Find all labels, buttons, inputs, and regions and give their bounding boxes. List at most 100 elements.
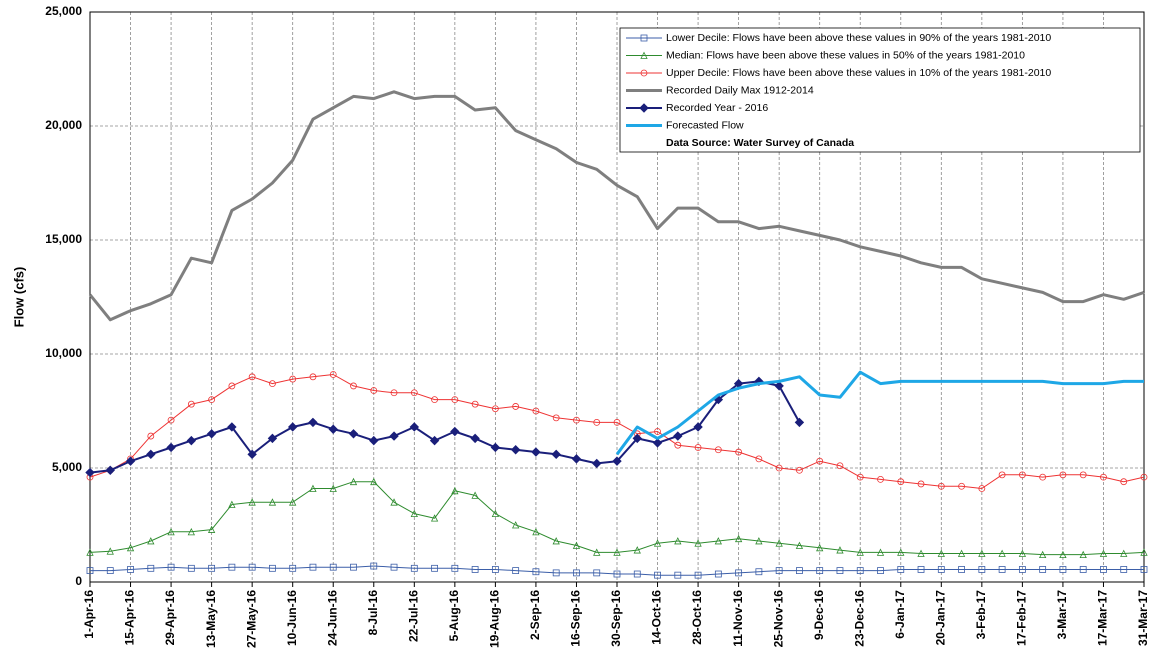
- series-line: [89, 374, 1145, 489]
- point: [917, 480, 925, 488]
- y-tick-label: 0: [75, 574, 82, 588]
- point: [693, 422, 703, 432]
- point: [593, 548, 601, 556]
- point: [613, 418, 621, 426]
- point: [552, 537, 560, 545]
- point: [126, 543, 135, 552]
- point: [451, 564, 459, 572]
- point: [512, 403, 520, 410]
- point: [937, 566, 945, 573]
- point: [309, 484, 317, 492]
- point: [552, 569, 560, 577]
- point: [937, 482, 945, 490]
- point: [654, 571, 661, 579]
- point: [431, 396, 438, 404]
- point: [613, 570, 621, 578]
- y-tick-label: 25,000: [45, 4, 82, 18]
- x-tick-label: 23-Dec-16: [852, 590, 866, 647]
- x-tick-label: 22-Jul-16: [406, 590, 420, 642]
- point: [308, 417, 318, 428]
- point: [1059, 471, 1067, 479]
- point: [917, 566, 925, 573]
- point: [512, 521, 520, 529]
- point: [653, 539, 662, 547]
- point: [593, 418, 601, 426]
- y-tick-label: 15,000: [45, 232, 82, 246]
- point: [410, 509, 418, 517]
- point: [1039, 473, 1047, 481]
- point: [755, 455, 763, 463]
- point: [208, 564, 216, 572]
- point: [350, 382, 357, 390]
- point: [105, 465, 115, 475]
- point: [85, 467, 95, 478]
- point: [329, 484, 337, 492]
- point: [957, 549, 966, 557]
- point: [774, 381, 784, 391]
- point: [227, 422, 237, 432]
- x-tick-label: 28-Oct-16: [690, 590, 704, 645]
- point: [674, 571, 682, 579]
- point: [429, 435, 440, 446]
- point: [836, 567, 844, 574]
- point: [1140, 566, 1148, 573]
- x-tick-label: 9-Dec-16: [812, 590, 826, 640]
- point: [409, 422, 420, 432]
- point: [735, 448, 743, 456]
- series: [86, 371, 1148, 492]
- point: [289, 564, 297, 572]
- point: [410, 564, 418, 572]
- x-tick-label: 25-Nov-16: [771, 590, 785, 648]
- series: [85, 376, 805, 478]
- point: [187, 400, 195, 408]
- series: [615, 370, 1144, 456]
- point: [328, 424, 338, 434]
- point: [349, 477, 358, 486]
- point: [167, 416, 175, 424]
- point: [714, 446, 722, 454]
- point: [309, 563, 317, 571]
- legend-label: Recorded Daily Max 1912-2014: [666, 84, 814, 96]
- point: [471, 400, 479, 408]
- point: [329, 371, 337, 378]
- x-tick-label: 30-Sep-16: [609, 590, 623, 647]
- point: [329, 563, 337, 571]
- point: [640, 51, 648, 59]
- point: [1120, 478, 1128, 486]
- point: [1079, 471, 1087, 479]
- x-tick-label: 19-Aug-16: [488, 590, 502, 648]
- point: [998, 549, 1006, 557]
- point: [794, 417, 805, 428]
- point: [370, 477, 378, 486]
- point: [248, 563, 256, 571]
- point: [694, 571, 702, 579]
- point: [1140, 548, 1148, 556]
- point: [167, 527, 175, 536]
- point: [510, 445, 521, 455]
- point: [370, 562, 378, 570]
- point: [1018, 566, 1026, 573]
- point: [876, 548, 885, 556]
- legend-label: Median: Flows have been above these valu…: [666, 49, 1025, 61]
- point: [471, 566, 479, 573]
- y-axis-label: Flow (cfs): [11, 267, 26, 328]
- x-tick-label: 13-May-16: [204, 590, 218, 648]
- point: [796, 466, 803, 474]
- x-tick-label: 3-Mar-17: [1055, 590, 1069, 640]
- x-tick-label: 16-Sep-16: [569, 590, 583, 647]
- point: [836, 462, 844, 470]
- y-tick-label: 20,000: [45, 118, 82, 132]
- x-tick-label: 17-Mar-17: [1096, 590, 1110, 646]
- point: [1059, 550, 1067, 559]
- point: [796, 567, 803, 574]
- point: [613, 548, 621, 556]
- point: [775, 539, 783, 547]
- point: [410, 389, 418, 397]
- point: [856, 548, 864, 556]
- point: [937, 549, 945, 557]
- point: [856, 567, 864, 574]
- point: [532, 407, 540, 415]
- point: [166, 442, 176, 453]
- point: [639, 103, 649, 113]
